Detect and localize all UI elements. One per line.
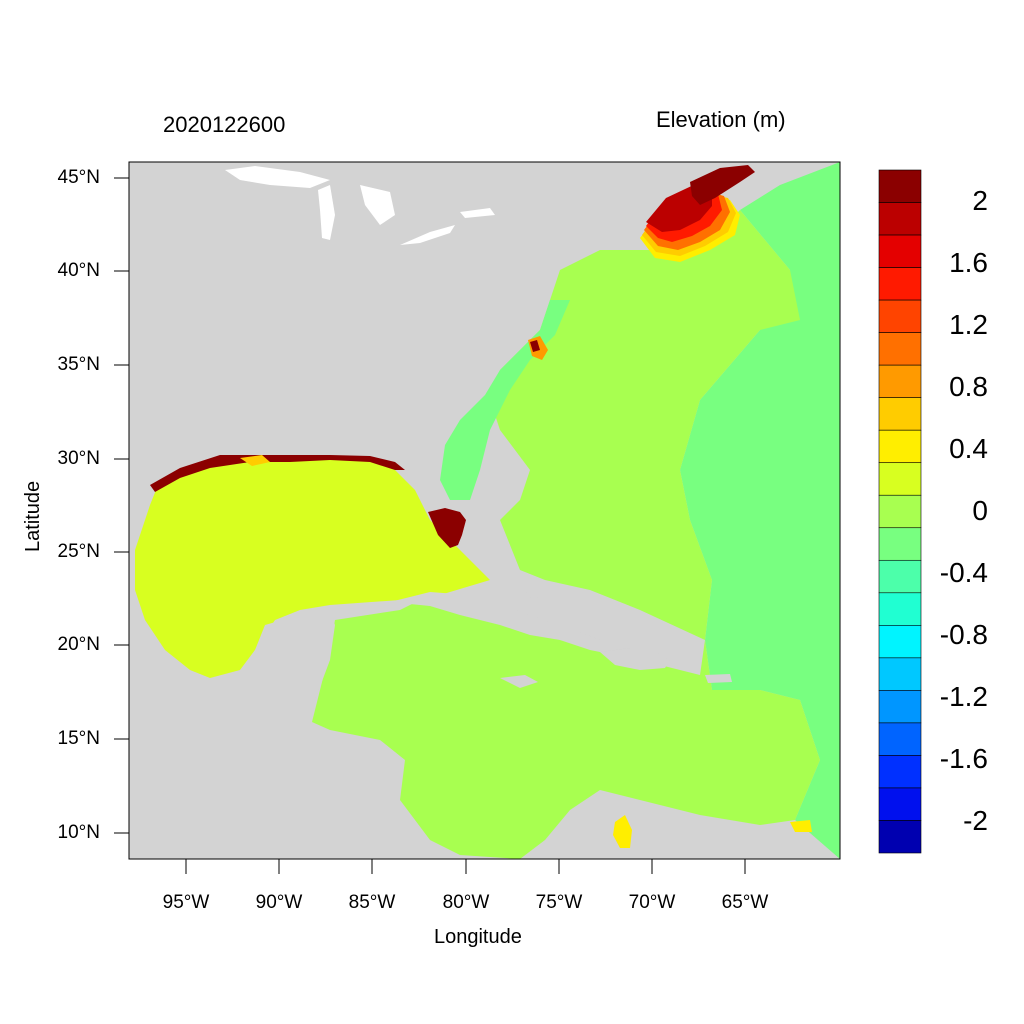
lat-tick-10: 10°N	[57, 822, 100, 843]
colorbar-swatch	[878, 234, 922, 268]
lon-tick-90w: 90°W	[255, 892, 303, 913]
lake-michigan	[318, 185, 335, 240]
colorbar-label: -0.4	[939, 557, 988, 588]
colorbar-swatch	[878, 527, 922, 561]
puerto-rico-island	[705, 674, 732, 683]
orinoco-area	[790, 820, 812, 832]
colorbar-label: -0.8	[939, 619, 988, 650]
y-axis-title: Latitude	[22, 480, 44, 552]
lon-tick-marks	[185, 859, 746, 874]
lat-tick-40: 40°N	[57, 260, 100, 281]
colorbar-swatch	[878, 462, 922, 496]
lat-tick-15: 15°N	[57, 728, 100, 749]
lon-tick-75w: 75°W	[535, 892, 583, 913]
map-date-title: 2020122600	[163, 112, 286, 137]
lake-ontario	[460, 208, 495, 218]
colorbar-label: -2	[963, 805, 988, 836]
colorbar-swatch	[878, 494, 922, 529]
lat-tick-25: 25°N	[57, 541, 100, 562]
colorbar-label: 1.2	[949, 309, 988, 340]
lake-huron	[360, 185, 395, 225]
lat-tick-20: 20°N	[57, 634, 100, 655]
atlantic-ocean-zero-field	[312, 210, 820, 859]
chesapeake-surge-core	[530, 340, 540, 352]
atlantic-ocean-negative-field	[680, 162, 840, 859]
lon-tick-80w: 80°W	[442, 892, 490, 913]
colorbar-label: -1.2	[939, 681, 988, 712]
hispaniola-island	[600, 648, 670, 670]
lon-tick-70w: 70°W	[628, 892, 676, 913]
colorbar-swatch	[878, 332, 922, 366]
lat-tick-45: 45°N	[57, 167, 100, 188]
x-axis-title: Longitude	[434, 926, 522, 948]
colorbar-label: 0.8	[949, 371, 988, 402]
colorbar-swatch	[878, 657, 922, 691]
gulf-of-mexico-field	[135, 455, 490, 678]
lon-tick-95w: 95°W	[162, 892, 210, 913]
bahamas-islands	[480, 515, 545, 600]
colorbar-swatch	[878, 202, 922, 236]
lon-tick-85w: 85°W	[348, 892, 396, 913]
colorbar-label: 1.6	[949, 247, 988, 278]
colorbar-swatch	[878, 364, 922, 398]
colorbar	[878, 169, 922, 854]
colorbar-swatch	[878, 429, 922, 464]
colorbar-swatch	[878, 397, 922, 431]
lake-maracaibo	[613, 815, 632, 848]
colorbar-swatch	[878, 559, 922, 594]
cuba-island	[390, 592, 600, 645]
lon-tick-65w: 65°W	[721, 892, 769, 913]
colorbar-swatch	[878, 625, 922, 659]
jamaica-island	[500, 675, 538, 688]
surge-contour-max	[690, 165, 755, 205]
colorbar-swatch	[878, 592, 922, 626]
lat-tick-30: 30°N	[57, 448, 100, 469]
florida-surge-area	[428, 508, 466, 548]
map-frame	[128, 161, 841, 860]
colorbar-swatch	[878, 690, 922, 724]
yucatan-peninsula	[240, 612, 335, 725]
map-variable-title: Elevation (m)	[656, 107, 786, 132]
colorbar-label: 0	[972, 495, 988, 526]
colorbar-label: 0.4	[949, 433, 988, 464]
louisiana-surge-yellow	[240, 455, 270, 466]
colorbar-label: -1.6	[939, 743, 988, 774]
lat-tick-35: 35°N	[57, 354, 100, 375]
louisiana-surge-band	[150, 455, 405, 492]
colorbar-label: 2	[972, 185, 988, 216]
lat-tick-marks	[114, 177, 129, 834]
colorbar-swatch	[878, 722, 922, 756]
colorbar-swatch	[878, 820, 922, 854]
lake-superior	[225, 166, 330, 188]
colorbar-swatch	[878, 169, 922, 203]
colorbar-swatch	[878, 267, 922, 301]
colorbar-swatch	[878, 299, 922, 333]
lake-erie	[400, 225, 455, 245]
